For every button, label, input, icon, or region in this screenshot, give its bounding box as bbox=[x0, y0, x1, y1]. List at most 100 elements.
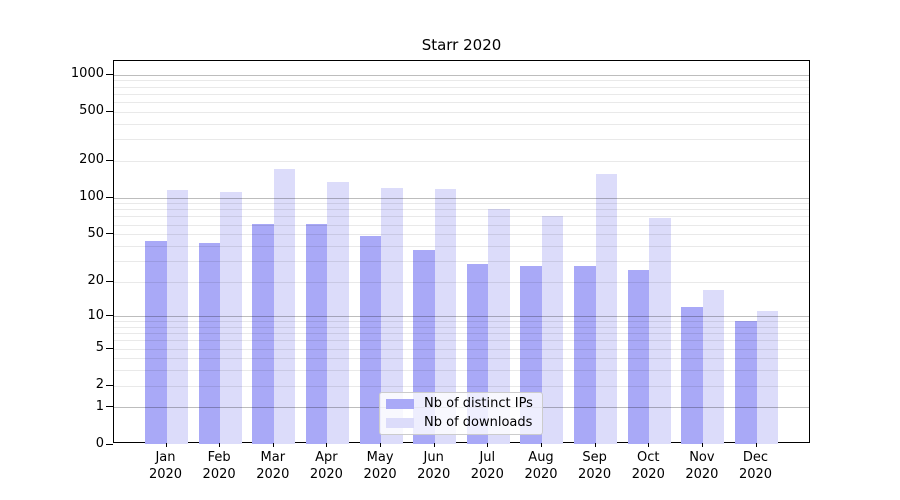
y-tick-label: 500 bbox=[79, 103, 104, 119]
legend-row-distinct-ips: Nb of distinct IPs bbox=[386, 396, 542, 412]
x-tick-mark bbox=[433, 443, 435, 447]
x-tick-label: Jan 2020 bbox=[148, 450, 183, 482]
y-tick-mark bbox=[106, 384, 113, 386]
bar-downloads-nov bbox=[702, 289, 725, 444]
gridline-minor bbox=[114, 245, 809, 247]
gridline-minor bbox=[114, 234, 809, 235]
bar-downloads-jan bbox=[166, 190, 188, 444]
bar-downloads-sep bbox=[595, 173, 618, 444]
x-tick-mark bbox=[701, 443, 703, 447]
y-tick-mark bbox=[106, 443, 113, 445]
gridline-minor bbox=[114, 348, 809, 350]
x-tick-label: Jun 2020 bbox=[417, 450, 451, 482]
legend-swatch-distinct-ips bbox=[386, 399, 414, 409]
y-tick-mark bbox=[106, 233, 113, 234]
bar-downloads-dec bbox=[756, 311, 779, 444]
gridline-minor bbox=[114, 209, 809, 211]
legend-swatch-downloads bbox=[386, 418, 414, 428]
bar-downloads-apr bbox=[327, 182, 349, 444]
x-tick-label: Aug 2020 bbox=[524, 450, 558, 482]
x-tick-mark bbox=[541, 443, 542, 447]
y-tick-mark bbox=[106, 196, 113, 198]
bar-downloads-oct bbox=[649, 217, 671, 444]
gridline-minor bbox=[114, 160, 809, 162]
gridline-minor bbox=[114, 370, 809, 372]
gridline-minor bbox=[114, 224, 809, 226]
gridline-minor bbox=[114, 123, 809, 125]
x-tick-label: Mar 2020 bbox=[256, 450, 290, 482]
y-tick-label: 1 bbox=[95, 398, 104, 414]
y-tick-mark bbox=[106, 159, 113, 161]
x-tick-label: Apr 2020 bbox=[309, 450, 343, 482]
legend-label-downloads: Nb of downloads bbox=[424, 415, 533, 430]
x-tick-mark bbox=[326, 443, 328, 447]
gridline-minor bbox=[114, 340, 809, 342]
bar-distinct-ips-feb bbox=[198, 243, 221, 444]
bar-distinct-ips-nov bbox=[681, 307, 703, 444]
bar-distinct-ips-oct bbox=[627, 270, 650, 444]
bar-downloads-jul bbox=[488, 208, 510, 444]
x-tick-mark bbox=[487, 443, 489, 447]
y-tick-mark bbox=[106, 73, 113, 75]
bar-distinct-ips-sep bbox=[574, 266, 596, 444]
x-tick-label: Feb 2020 bbox=[202, 450, 236, 482]
legend-row-downloads: Nb of downloads bbox=[386, 415, 542, 431]
gridline-major bbox=[114, 197, 809, 199]
chart-title: Starr 2020 bbox=[421, 36, 502, 54]
y-tick-mark bbox=[106, 406, 113, 408]
bar-distinct-ips-dec bbox=[735, 321, 757, 444]
gridline-minor bbox=[114, 111, 809, 113]
x-tick-label: Sep 2020 bbox=[578, 450, 612, 482]
y-tick-label: 2 bbox=[95, 377, 104, 393]
bar-downloads-jun bbox=[434, 189, 457, 444]
y-tick-label: 200 bbox=[79, 152, 104, 168]
bar-downloads-mar bbox=[273, 169, 296, 444]
gridline-minor bbox=[114, 216, 809, 218]
y-tick-label: 50 bbox=[87, 225, 104, 241]
x-tick-mark bbox=[272, 443, 274, 447]
x-tick-label: Dec 2020 bbox=[738, 450, 773, 482]
gridline-minor bbox=[114, 139, 809, 140]
y-tick-label: 10 bbox=[87, 307, 104, 323]
gridline-major bbox=[114, 316, 809, 318]
x-tick-label: May 2020 bbox=[363, 450, 397, 482]
y-tick-mark bbox=[106, 315, 113, 317]
gridline-minor bbox=[114, 385, 809, 387]
bar-downloads-aug bbox=[541, 215, 564, 444]
x-tick-label: Nov 2020 bbox=[685, 450, 719, 482]
y-tick-label: 1000 bbox=[70, 66, 104, 82]
x-tick-label: Jul 2020 bbox=[470, 450, 504, 482]
x-tick-mark bbox=[594, 443, 596, 447]
x-tick-mark bbox=[648, 443, 650, 447]
y-tick-label: 100 bbox=[79, 189, 104, 204]
bar-distinct-ips-may bbox=[359, 236, 382, 444]
y-tick-label: 0 bbox=[95, 436, 104, 451]
plot-area bbox=[113, 60, 810, 444]
legend-label-distinct-ips: Nb of distinct IPs bbox=[424, 396, 533, 411]
gridline-minor bbox=[114, 358, 809, 360]
gridline-minor bbox=[114, 93, 809, 95]
gridline-minor bbox=[114, 80, 809, 82]
gridline-major bbox=[114, 74, 809, 76]
x-tick-label: Oct 2020 bbox=[631, 450, 665, 482]
x-tick-mark bbox=[380, 443, 382, 447]
gridline-minor bbox=[114, 203, 809, 204]
legend: Nb of distinct IPs Nb of downloads bbox=[379, 392, 543, 435]
bar-distinct-ips-apr bbox=[305, 224, 328, 444]
gridline-minor bbox=[114, 260, 809, 262]
y-tick-mark bbox=[106, 347, 113, 349]
x-tick-mark bbox=[165, 443, 167, 447]
y-tick-mark bbox=[106, 280, 113, 282]
x-tick-mark bbox=[755, 443, 757, 447]
gridline-minor bbox=[114, 321, 809, 323]
gridline-minor bbox=[114, 86, 809, 88]
gridline-minor bbox=[114, 102, 809, 103]
bar-downloads-feb bbox=[220, 192, 242, 444]
y-tick-mark bbox=[106, 110, 113, 112]
gridline-minor bbox=[114, 281, 809, 283]
y-tick-label: 20 bbox=[87, 273, 104, 288]
gridline-minor bbox=[114, 333, 809, 335]
bar-distinct-ips-mar bbox=[252, 224, 274, 444]
gridline-minor bbox=[114, 326, 809, 328]
